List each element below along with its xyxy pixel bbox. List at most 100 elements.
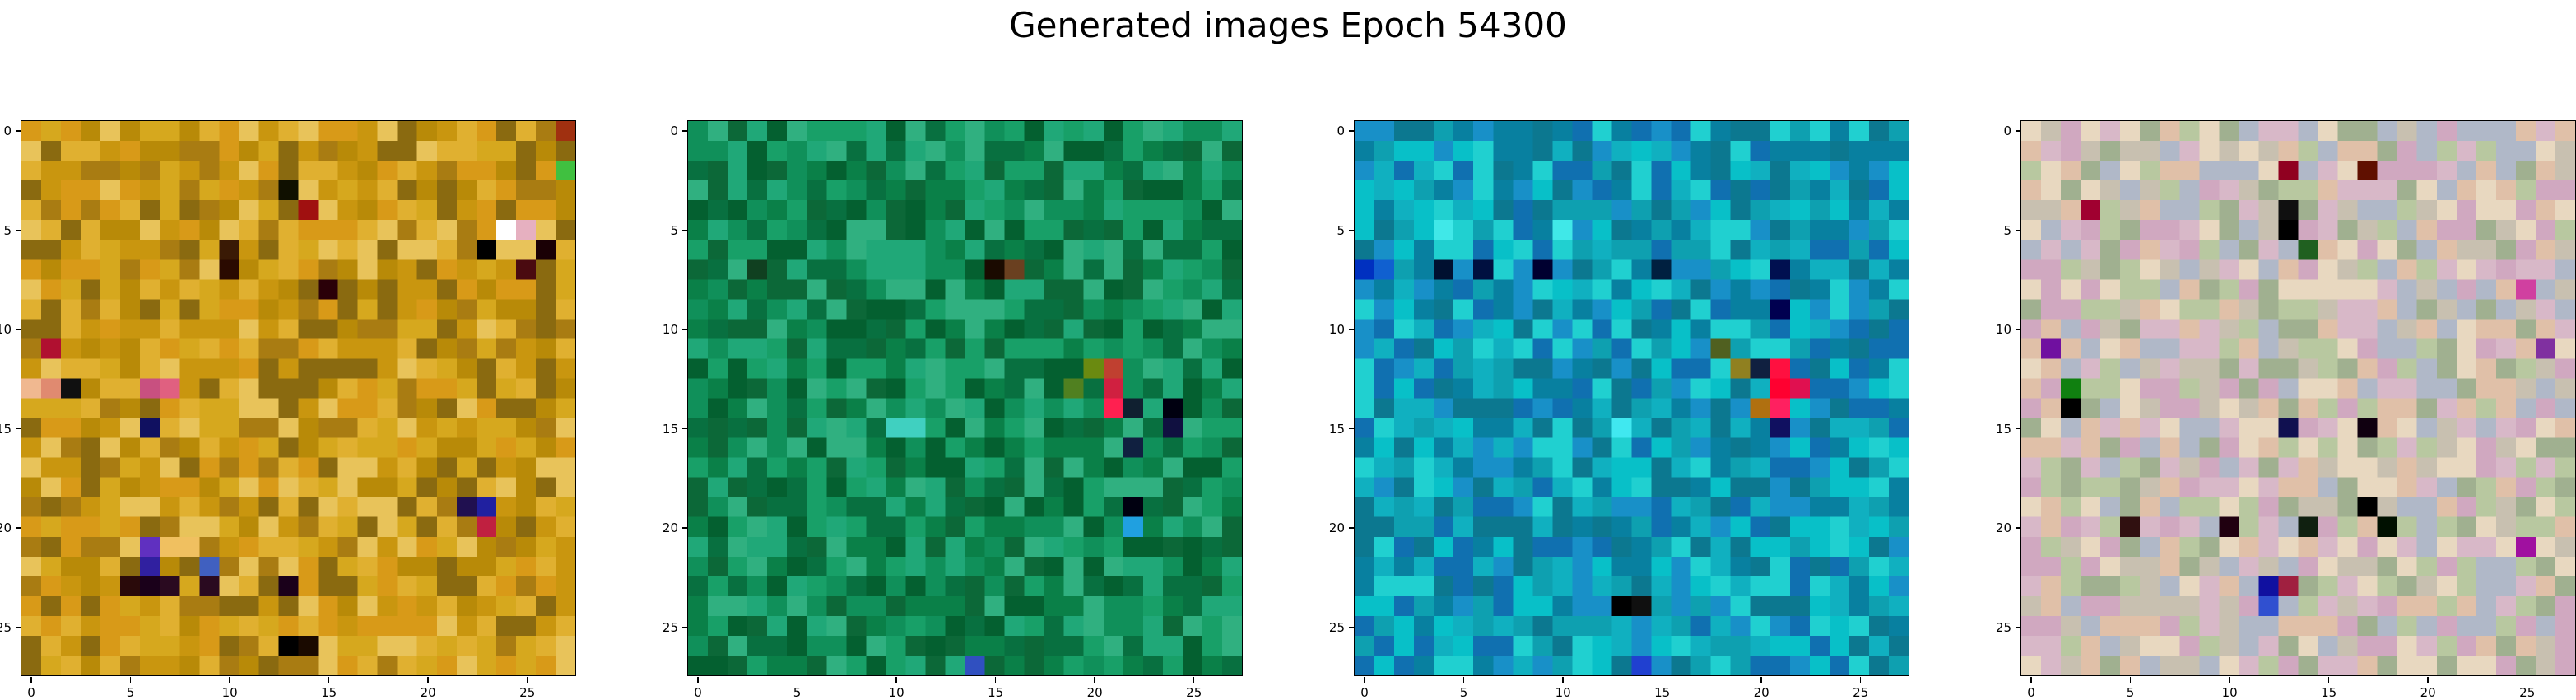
image-panel-1: 0 5 10 15 20 25 0 5 10 15 20 25 xyxy=(0,120,576,700)
y-tick-label: 20 xyxy=(1328,520,1345,536)
image-panel-4: 0 5 10 15 20 25 0 5 10 15 20 25 xyxy=(1996,120,2576,700)
y-tick-label: 15 xyxy=(1995,421,2011,436)
y-tick-mark xyxy=(2016,229,2021,231)
x-tick-mark xyxy=(2526,677,2528,683)
y-tick-label: 20 xyxy=(662,520,678,536)
x-tick-mark xyxy=(1094,677,1095,683)
x-tick-label: 5 xyxy=(1459,685,1468,700)
x-tick-label: 0 xyxy=(27,685,35,700)
x-tick-mark xyxy=(1760,677,1762,683)
x-tick-mark xyxy=(2327,677,2330,683)
y-tick-mark xyxy=(682,130,688,132)
x-tick-mark xyxy=(1193,677,1195,683)
y-tick-label: 10 xyxy=(1328,322,1345,338)
x-tick-mark xyxy=(1661,677,1663,683)
image-panel-3: 0 5 10 15 20 25 0 5 10 15 20 25 xyxy=(1329,120,1909,700)
x-tick-label: 0 xyxy=(2027,685,2035,700)
image-panel-1-pixels xyxy=(21,121,575,675)
x-tick-mark xyxy=(2129,677,2132,683)
image-panel-2: 0 5 10 15 20 25 0 5 10 15 20 25 xyxy=(663,120,1243,700)
y-tick-label: 25 xyxy=(0,619,12,635)
y-tick-label: 0 xyxy=(1337,124,1345,139)
y-tick-label: 5 xyxy=(670,222,678,238)
y-tick-mark xyxy=(16,626,21,628)
y-tick-mark xyxy=(2016,427,2021,430)
x-tick-mark xyxy=(1462,677,1465,683)
figure-title: Generated images Epoch 54300 xyxy=(1009,5,1567,45)
y-tick-mark xyxy=(682,427,688,430)
x-tick-label: 10 xyxy=(888,685,904,700)
x-tick-mark xyxy=(2427,677,2429,683)
y-tick-label: 20 xyxy=(1995,520,2011,536)
y-tick-mark xyxy=(1349,427,1355,430)
image-panel-4-pixels xyxy=(2021,121,2575,675)
x-tick-mark xyxy=(1562,677,1564,683)
y-tick-mark xyxy=(16,130,21,132)
x-tick-label: 20 xyxy=(2420,685,2436,700)
x-tick-label: 20 xyxy=(420,685,436,700)
x-tick-mark xyxy=(895,677,897,683)
y-tick-label: 5 xyxy=(1337,222,1345,238)
y-tick-label: 15 xyxy=(0,421,12,436)
x-tick-label: 25 xyxy=(1853,685,1869,700)
x-tick-label: 5 xyxy=(126,685,135,700)
y-tick-label: 5 xyxy=(2003,222,2011,238)
y-tick-mark xyxy=(16,527,21,529)
image-panel-2-pixels xyxy=(688,121,1242,675)
y-tick-mark xyxy=(16,427,21,430)
x-tick-label: 25 xyxy=(519,685,536,700)
y-tick-mark xyxy=(682,329,688,330)
x-tick-label: 10 xyxy=(221,685,238,700)
x-tick-label: 10 xyxy=(1555,685,1571,700)
y-tick-mark xyxy=(682,229,688,231)
x-tick-label: 20 xyxy=(1753,685,1769,700)
x-tick-mark xyxy=(526,677,528,683)
x-tick-mark xyxy=(229,677,230,683)
y-tick-label: 25 xyxy=(1328,619,1345,635)
y-tick-mark xyxy=(1349,527,1355,529)
x-tick-mark xyxy=(30,677,32,683)
x-tick-label: 5 xyxy=(2126,685,2135,700)
y-tick-mark xyxy=(682,527,688,529)
y-tick-label: 15 xyxy=(1328,421,1345,436)
y-tick-label: 0 xyxy=(3,124,12,139)
y-tick-mark xyxy=(1349,130,1355,132)
y-tick-mark xyxy=(2016,130,2021,132)
x-tick-label: 10 xyxy=(2221,685,2238,700)
y-tick-mark xyxy=(1349,329,1355,330)
y-tick-label: 0 xyxy=(670,124,678,139)
x-tick-mark xyxy=(427,677,429,683)
y-tick-mark xyxy=(1349,626,1355,628)
x-tick-mark xyxy=(328,677,330,683)
x-tick-label: 5 xyxy=(793,685,802,700)
y-tick-mark xyxy=(2016,527,2021,529)
x-tick-label: 15 xyxy=(988,685,1004,700)
y-tick-label: 15 xyxy=(662,421,678,436)
x-tick-label: 15 xyxy=(1654,685,1671,700)
x-tick-label: 15 xyxy=(2321,685,2337,700)
y-tick-mark xyxy=(2016,626,2021,628)
y-tick-mark xyxy=(2016,329,2021,330)
y-tick-label: 10 xyxy=(0,322,12,338)
x-tick-label: 15 xyxy=(321,685,337,700)
x-tick-mark xyxy=(129,677,132,683)
x-tick-label: 25 xyxy=(2519,685,2536,700)
y-tick-label: 10 xyxy=(1995,322,2011,338)
x-tick-label: 0 xyxy=(694,685,702,700)
x-tick-mark xyxy=(1859,677,1862,683)
y-tick-label: 25 xyxy=(662,619,678,635)
image-panel-3-pixels xyxy=(1355,121,1909,675)
y-tick-label: 0 xyxy=(2003,124,2011,139)
y-tick-label: 10 xyxy=(662,322,678,338)
y-tick-mark xyxy=(1349,229,1355,231)
x-tick-mark xyxy=(697,677,699,683)
x-tick-mark xyxy=(796,677,798,683)
y-tick-label: 25 xyxy=(1995,619,2011,635)
x-tick-mark xyxy=(994,677,997,683)
y-tick-mark xyxy=(16,329,21,330)
y-tick-label: 5 xyxy=(3,222,12,238)
x-tick-label: 20 xyxy=(1086,685,1103,700)
x-tick-label: 25 xyxy=(1186,685,1202,700)
x-tick-label: 0 xyxy=(1360,685,1369,700)
x-tick-mark xyxy=(2030,677,2032,683)
